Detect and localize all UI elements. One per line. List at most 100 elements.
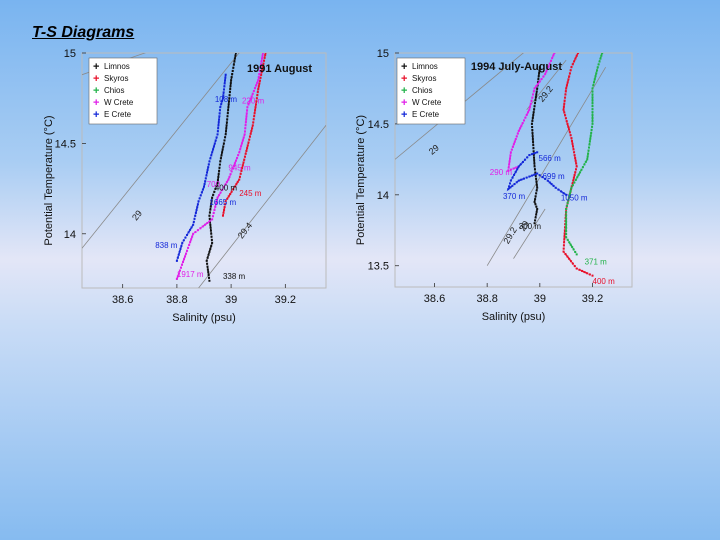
data-point xyxy=(536,81,539,84)
data-point xyxy=(587,149,590,152)
data-point xyxy=(175,277,178,280)
series-e-crete xyxy=(506,151,568,196)
data-point xyxy=(229,82,232,85)
data-point xyxy=(571,184,574,187)
data-point xyxy=(260,73,263,76)
data-point xyxy=(234,159,237,162)
data-point xyxy=(562,108,565,111)
data-point xyxy=(568,241,571,244)
data-point xyxy=(212,212,215,215)
series-limnos xyxy=(205,53,237,282)
data-point xyxy=(244,152,247,155)
data-point xyxy=(248,100,251,103)
data-point xyxy=(590,131,593,134)
data-point xyxy=(588,143,591,146)
data-point xyxy=(572,179,575,182)
data-point xyxy=(596,66,599,69)
data-point xyxy=(534,171,537,174)
data-point xyxy=(552,54,555,57)
data-point xyxy=(595,72,598,75)
data-point xyxy=(218,115,221,118)
data-point xyxy=(564,226,567,229)
data-point xyxy=(566,81,569,84)
data-point xyxy=(243,133,246,136)
data-point xyxy=(218,109,221,112)
data-point xyxy=(550,183,553,186)
data-point xyxy=(535,192,538,195)
data-point xyxy=(573,154,576,157)
data-point xyxy=(537,75,540,78)
data-point xyxy=(222,211,225,214)
series-chios xyxy=(565,53,604,256)
data-point xyxy=(535,210,538,213)
data-point xyxy=(569,243,572,246)
data-point xyxy=(256,81,259,84)
data-point xyxy=(225,181,228,184)
legend-box xyxy=(88,57,158,125)
data-point xyxy=(227,103,230,106)
data-point xyxy=(591,122,594,125)
data-point xyxy=(566,238,569,241)
depth-annotation: 400 m xyxy=(215,183,238,192)
data-point xyxy=(537,78,540,81)
data-point xyxy=(249,98,252,101)
data-point xyxy=(261,68,264,71)
data-point xyxy=(570,137,573,140)
series-skyros xyxy=(562,53,594,277)
data-point xyxy=(565,214,568,217)
data-point xyxy=(251,92,254,95)
data-point xyxy=(563,232,566,235)
data-point xyxy=(564,90,567,93)
data-point xyxy=(210,199,213,202)
isopycnal-label: 29 xyxy=(517,219,531,233)
plot-frame xyxy=(81,52,327,289)
series-limnos xyxy=(530,66,541,225)
data-point xyxy=(211,218,214,221)
data-point xyxy=(204,177,207,180)
data-point xyxy=(237,154,240,157)
data-point xyxy=(571,63,574,66)
data-point xyxy=(567,125,570,128)
data-point xyxy=(222,94,225,97)
data-point xyxy=(258,82,261,85)
data-point xyxy=(213,190,216,193)
data-point xyxy=(591,119,594,122)
data-point xyxy=(241,167,244,170)
data-point xyxy=(533,87,536,90)
data-point xyxy=(512,167,515,170)
data-point xyxy=(262,62,265,65)
data-point xyxy=(265,48,267,50)
data-point xyxy=(565,230,568,233)
data-point xyxy=(545,70,548,73)
data-point xyxy=(536,87,539,90)
data-point xyxy=(570,186,573,189)
data-point xyxy=(235,183,238,186)
data-point xyxy=(228,100,231,103)
data-point xyxy=(507,169,510,172)
legend-label: Skyros xyxy=(412,74,436,83)
data-point xyxy=(233,57,236,60)
data-point xyxy=(218,169,221,172)
legend-label: W Crete xyxy=(104,98,134,107)
data-point xyxy=(218,166,221,169)
data-point xyxy=(217,121,220,124)
data-point xyxy=(263,59,266,62)
data-point xyxy=(549,59,552,62)
legend-marker: + xyxy=(93,109,99,121)
data-point xyxy=(533,173,536,176)
data-point xyxy=(524,158,527,161)
data-point xyxy=(178,250,181,253)
y-axis-title: Potential Temperature (°C) xyxy=(43,115,55,245)
data-point xyxy=(222,91,225,94)
data-point xyxy=(574,159,577,162)
data-point xyxy=(570,185,573,188)
data-point xyxy=(213,142,216,145)
data-point xyxy=(216,133,219,136)
plot-area xyxy=(82,48,326,288)
data-point xyxy=(509,151,512,154)
data-point xyxy=(259,76,262,79)
data-point xyxy=(260,60,263,63)
data-point xyxy=(245,112,248,115)
data-point xyxy=(587,152,590,155)
data-point xyxy=(176,275,179,278)
